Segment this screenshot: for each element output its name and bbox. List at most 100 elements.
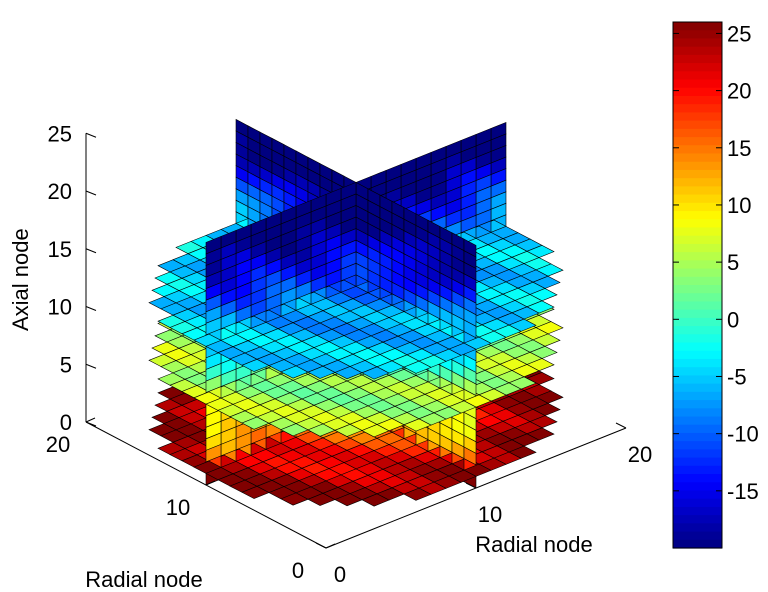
colorbar-band <box>673 153 722 163</box>
colorbar-band <box>673 301 722 311</box>
colorbar-band <box>673 391 722 401</box>
colorbar-band <box>673 71 722 81</box>
z-tick-label: 20 <box>48 179 72 204</box>
colorbar-band <box>673 383 722 393</box>
colorbar-band <box>673 243 722 253</box>
colorbar-band <box>673 539 722 549</box>
colorbar-band <box>673 104 722 114</box>
slice-cell <box>241 485 270 499</box>
z-tick <box>85 421 97 427</box>
colorbar-band <box>673 235 722 245</box>
x-tick <box>315 542 327 549</box>
colorbar-tick-label: -10 <box>727 422 759 447</box>
slice-cell <box>334 366 363 380</box>
colorbar-band <box>673 227 722 237</box>
y-axis-title: Radial node <box>85 567 202 592</box>
slice-cell <box>361 493 390 507</box>
colorbar-band <box>673 169 722 179</box>
colorbar-band <box>673 317 722 327</box>
colorbar-band <box>673 441 722 450</box>
colorbar-band <box>673 128 722 138</box>
colorbar-tick-label: 20 <box>727 79 751 104</box>
slice-cell <box>307 492 336 506</box>
colorbar-band <box>673 400 722 409</box>
slice-cell <box>403 360 432 374</box>
colorbar-band <box>673 178 722 187</box>
z-tick-label: 10 <box>48 295 72 320</box>
colorbar-band <box>673 268 722 278</box>
colorbar-band <box>673 87 722 97</box>
z-tick-label: 15 <box>48 237 72 262</box>
colorbar-band <box>673 367 722 377</box>
colorbar-band <box>673 465 722 475</box>
z-tick <box>85 306 97 311</box>
colorbar-tick-label: 5 <box>727 250 739 275</box>
slice-cell <box>403 418 432 432</box>
colorbar-band <box>673 285 722 294</box>
colorbar-band <box>673 22 722 31</box>
colorbar-band <box>673 474 722 483</box>
colorbar-band <box>673 252 722 261</box>
colorbar-band <box>673 326 722 335</box>
x-tick <box>465 482 477 489</box>
z-tick-label: 0 <box>60 410 72 435</box>
colorbar-band <box>673 161 722 171</box>
x-tick-label: 10 <box>478 502 502 527</box>
colorbar-band <box>673 482 722 492</box>
z-tick <box>85 190 97 196</box>
z-tick <box>85 248 97 254</box>
colorbar-band <box>673 194 722 204</box>
colorbar-band <box>673 186 722 196</box>
colorbar-band <box>673 408 722 418</box>
colorbar-band <box>673 506 722 516</box>
slice-cell <box>280 365 309 379</box>
colorbar-band <box>673 145 722 155</box>
slice-cell <box>307 423 336 437</box>
colorbar-tick-label: 25 <box>727 21 751 46</box>
colorbar-band <box>673 30 722 40</box>
z-axis-title: Axial node <box>8 228 33 331</box>
slice-planes <box>148 118 564 507</box>
colorbar-band <box>673 137 722 146</box>
colorbar-band <box>673 293 722 303</box>
colorbar-band <box>673 46 722 56</box>
colorbar: 25 20 15 10 5 0 -5 -10 -15 <box>672 21 759 549</box>
colorbar-band <box>673 457 722 467</box>
slice-cell <box>241 416 270 430</box>
colorbar-band <box>673 79 722 89</box>
colorbar-band <box>673 498 722 508</box>
z-tick-label: 25 <box>48 121 72 146</box>
colorbar-band <box>673 515 722 524</box>
colorbar-band <box>673 112 722 122</box>
x-tick-label: 0 <box>334 562 346 587</box>
y-tick <box>205 480 216 486</box>
slice-cell <box>361 424 390 438</box>
colorbar-frame <box>672 21 723 549</box>
colorbar-band <box>673 334 722 344</box>
colorbar-band <box>673 523 722 533</box>
colorbar-band <box>673 95 722 105</box>
colorbar-band <box>673 63 722 72</box>
colorbar-band <box>673 54 722 64</box>
z-tick-label: 5 <box>60 352 72 377</box>
colorbar-band <box>673 490 722 500</box>
slice-cell <box>241 358 270 372</box>
z-tick <box>85 132 97 138</box>
x-axis-title: Radial node <box>475 532 592 557</box>
y-tick-label: 20 <box>46 432 70 457</box>
colorbar-band <box>673 531 722 541</box>
slice-cell <box>280 492 309 506</box>
colorbar-tick-label: -5 <box>727 364 747 389</box>
slice-cell <box>403 487 432 501</box>
colorbar-band <box>673 375 722 385</box>
colorbar-band <box>673 219 722 229</box>
colorbar-band <box>673 358 722 368</box>
slice-cell <box>361 366 390 380</box>
colorbar-tick-label: 15 <box>727 136 751 161</box>
slice-cell <box>334 423 363 437</box>
colorbar-band <box>673 120 722 130</box>
colorbar-tick-label: -15 <box>727 479 759 504</box>
slice-cell <box>280 423 309 437</box>
